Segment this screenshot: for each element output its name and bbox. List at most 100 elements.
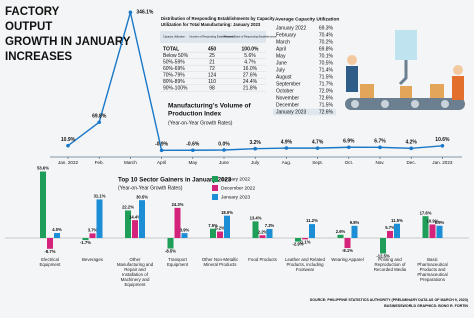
worker-head <box>347 55 357 65</box>
table-cell: 50%-59% <box>163 59 185 65</box>
table-cell: 70.4% <box>319 32 334 38</box>
x-tick-label: Other Non-Metallic Mineral Products <box>201 257 239 267</box>
bar <box>252 221 259 238</box>
table-cell: 98 <box>209 85 215 91</box>
table-cell: 124 <box>208 72 217 78</box>
bar <box>96 199 103 238</box>
x-tick-label: Feb. <box>95 160 104 165</box>
title-line: OUTPUT <box>5 21 52 33</box>
table-cell: 80%-89% <box>163 79 185 85</box>
table-cell: December <box>276 102 299 108</box>
legend-swatch <box>212 176 218 182</box>
bar <box>259 235 266 238</box>
point <box>347 145 351 150</box>
bar <box>210 228 216 238</box>
x-tick-label: April <box>157 160 166 165</box>
table-cell: 72.0% <box>319 88 334 94</box>
bar <box>351 225 358 238</box>
table-title: Distribution of Responding Establishment… <box>161 16 275 21</box>
table-cell: 69.3% <box>319 25 334 31</box>
value-label: 18.0% <box>221 210 233 215</box>
bar <box>429 224 436 238</box>
table-cell: 72.6% <box>319 95 334 101</box>
value-label: -1.1% <box>300 239 311 244</box>
x-tick-label: Oct. <box>345 160 353 165</box>
value-label: -0.6% <box>186 142 200 148</box>
bar <box>89 233 96 238</box>
legend-label: December 2022 <box>221 185 255 191</box>
table-cell: 60%-69% <box>163 66 185 72</box>
bar <box>132 220 138 238</box>
value-label: 69.8% <box>92 114 107 120</box>
illustration <box>345 30 465 110</box>
x-tick-label: July <box>251 160 260 165</box>
legend-label: January 2023 <box>221 194 250 200</box>
worker-head <box>453 65 463 75</box>
table-cell: 450 <box>208 46 217 52</box>
point <box>191 148 195 153</box>
table-cell: 70.5% <box>319 60 334 66</box>
value-label: 5.2% <box>215 226 225 231</box>
gear <box>351 100 359 108</box>
table-cell: January 2022 <box>276 25 307 31</box>
table-cell: March <box>276 39 290 45</box>
table-cell: 70.1% <box>319 53 334 59</box>
table-cell: Below 50% <box>163 53 189 59</box>
value-label: 5.7% <box>385 225 395 230</box>
table-cell: 4.7% <box>244 59 256 65</box>
table-cell: November <box>276 95 299 101</box>
x-tick-label: May <box>188 160 197 165</box>
bar <box>394 223 400 238</box>
point <box>253 146 257 151</box>
bar <box>40 171 46 238</box>
x-tick-label: March <box>124 160 137 165</box>
value-label: 4.7% <box>312 139 324 145</box>
point <box>378 145 382 150</box>
table-header: Number of Responding Establishments <box>190 35 236 39</box>
x-tick-label: Dec. <box>406 160 415 165</box>
chart-title: Production Index <box>168 111 221 118</box>
bar <box>422 216 429 238</box>
bar <box>295 238 301 242</box>
value-label: 53.6% <box>37 166 49 171</box>
value-label: -0.9% <box>155 142 169 148</box>
table-cell: 25 <box>209 53 215 59</box>
table-cell: 71.7% <box>319 81 334 87</box>
value-label: 4.0% <box>52 227 62 232</box>
table-cell: October <box>276 88 294 94</box>
legend-label: January 2022 <box>221 176 250 182</box>
row-highlight <box>273 108 336 116</box>
table-cell: 110 <box>208 79 216 85</box>
source: BUSINESSWORLD GRAPHICS: BONG R. FORTIN <box>384 304 468 308</box>
value-label: 7.5% <box>208 223 218 228</box>
table-cell: May <box>276 53 286 59</box>
point <box>159 148 164 153</box>
worker-body <box>452 76 464 100</box>
bar <box>266 228 273 238</box>
machine <box>395 30 417 60</box>
value-label: 30.5% <box>136 194 148 199</box>
bar <box>387 230 393 238</box>
bar <box>436 225 443 238</box>
value-label: 3.2% <box>249 140 261 146</box>
chart-subtitle: (Year-on-Year Growth Rates) <box>118 185 183 191</box>
x-tick-label: Nov. <box>375 160 384 165</box>
table-cell: 71.5% <box>319 102 334 108</box>
gear <box>381 100 389 108</box>
value-label: 3.9% <box>180 227 190 232</box>
table-cell: 21.8% <box>243 85 258 91</box>
bar <box>125 210 131 238</box>
table-cell: 72 <box>209 66 215 72</box>
value-label: 31.1% <box>94 194 106 199</box>
value-label: 346.1% <box>136 10 154 16</box>
table-cell: June <box>276 60 287 66</box>
table-cell: July <box>276 67 285 73</box>
x-tick-label: Wearing Apparel <box>331 257 364 262</box>
bar <box>302 238 308 240</box>
table-cell: TOTAL <box>163 46 179 52</box>
value-label: 6.9% <box>343 139 355 145</box>
bar <box>174 207 181 238</box>
value-label: 2.6% <box>336 229 346 234</box>
table-cell: 27.6% <box>243 72 258 78</box>
